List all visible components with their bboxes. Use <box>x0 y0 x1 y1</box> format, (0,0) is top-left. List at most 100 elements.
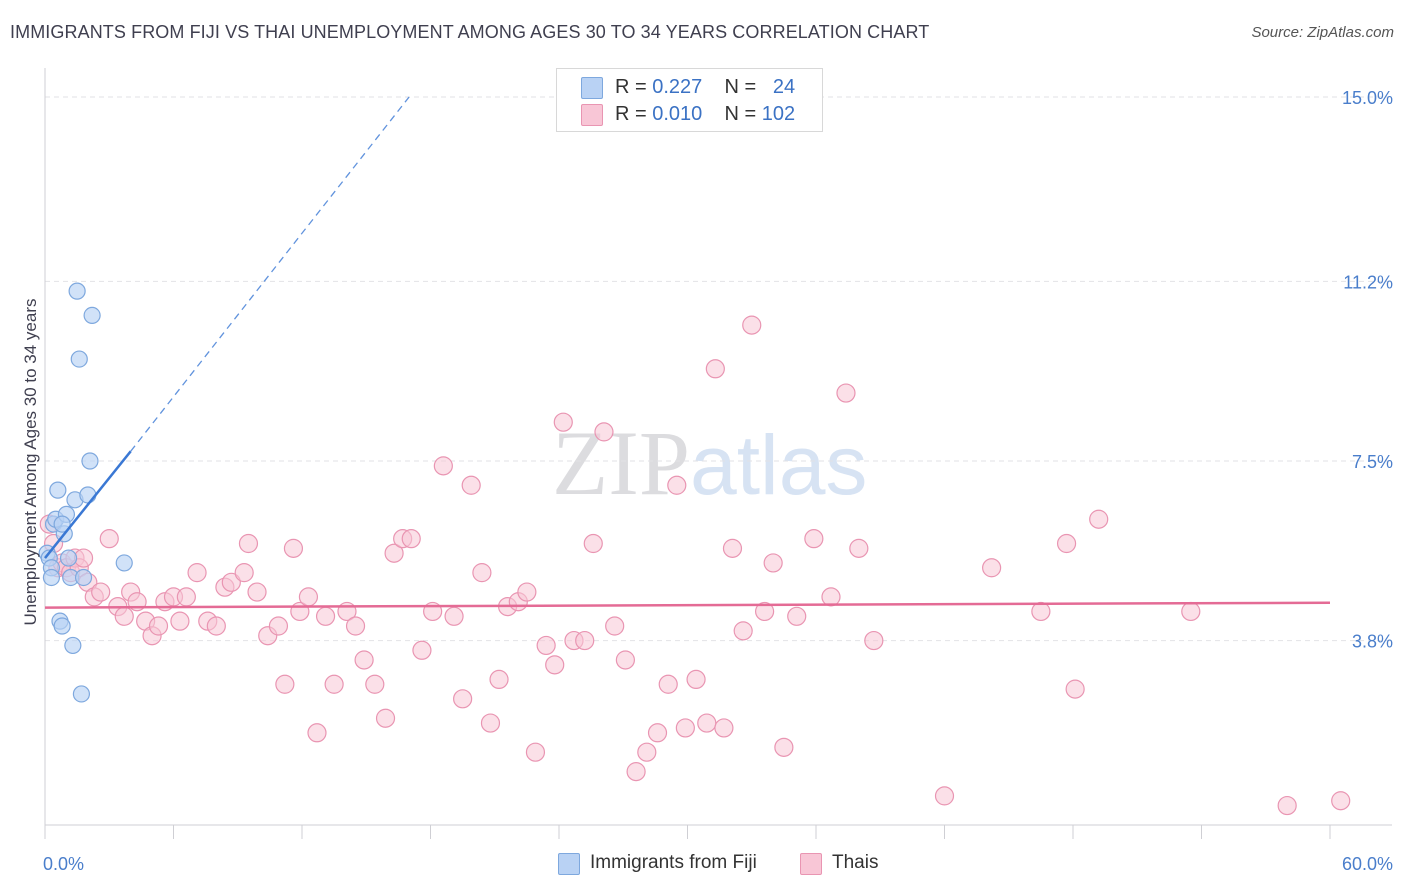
thai-stats: R = 0.010 N = 102 <box>615 103 795 126</box>
axes <box>44 68 1392 839</box>
thai-point <box>298 587 319 607</box>
fiji-point <box>83 306 101 324</box>
fiji-trend-line <box>44 450 132 559</box>
thai-point <box>472 563 492 583</box>
thai-n-value: 102 <box>761 103 796 125</box>
thai-point <box>489 669 509 690</box>
thai-point <box>384 543 404 563</box>
y-tick-label: 11.2% <box>1343 272 1393 292</box>
thai-point <box>637 742 657 762</box>
thai-point <box>864 630 884 651</box>
thai-point <box>307 723 327 743</box>
watermark: ZIPatlas <box>552 410 867 516</box>
thai-point <box>714 718 734 738</box>
bottom-fiji-label: Immigrants from Fiji <box>590 852 757 873</box>
thai-r-value: 0.010 <box>652 103 703 125</box>
thai-point <box>686 669 706 690</box>
thai-point <box>234 563 254 583</box>
thai-point <box>1181 601 1201 622</box>
thai-point <box>1331 791 1351 811</box>
trend-lines <box>44 96 1331 609</box>
thai-point <box>804 529 824 549</box>
thai-point <box>99 529 119 549</box>
thai-point <box>480 713 501 733</box>
fiji-point <box>115 554 133 572</box>
thai-point <box>605 616 625 636</box>
source-label: Source: ZipAtlas.com <box>1251 24 1394 41</box>
thai-swatch <box>581 104 603 126</box>
fiji-point <box>59 549 78 567</box>
thai-point <box>626 762 646 782</box>
fiji-point <box>42 568 61 587</box>
thai-point <box>283 538 304 558</box>
fiji-point <box>72 685 91 703</box>
tick-labels: 3.8% 7.5% 11.2% 15.0% 0.0% 60.0% Unemployment … <box>21 88 1393 874</box>
thai-point <box>268 616 289 636</box>
fiji-n-label: N = <box>724 76 757 98</box>
thai-point <box>375 708 396 728</box>
thai-point <box>453 689 473 709</box>
thai-point <box>536 635 556 656</box>
thai-point <box>787 606 807 626</box>
thai-point <box>1277 795 1297 816</box>
thai-point <box>763 553 783 573</box>
thai-point <box>433 456 453 476</box>
thai-point <box>517 582 537 602</box>
y-axis-label: Unemployment Among Ages 30 to 34 years <box>21 299 40 626</box>
thai-point <box>849 538 869 558</box>
thai-point <box>1056 533 1077 554</box>
y-tick-label: 3.8% <box>1352 632 1393 652</box>
thai-point <box>697 713 717 733</box>
fiji-point <box>53 617 71 635</box>
thai-point <box>444 606 464 626</box>
thai-r-label: R = <box>615 103 647 125</box>
thai-point <box>836 383 856 403</box>
thai-point <box>821 587 841 607</box>
fiji-point <box>79 486 97 504</box>
thai-point <box>461 475 481 495</box>
watermark-zip: ZIP <box>552 412 690 514</box>
thai-point <box>1089 509 1109 529</box>
thai-point <box>733 621 753 641</box>
thai-point <box>583 533 603 554</box>
fiji-r-label: R = <box>615 76 647 98</box>
y-tick-label: 15.0% <box>1342 88 1393 108</box>
fiji-point <box>74 568 93 587</box>
thai-point <box>615 650 635 670</box>
thai-point <box>658 674 678 694</box>
thai-point <box>401 529 421 549</box>
thai-points <box>39 315 1351 816</box>
thai-point <box>525 742 546 762</box>
thai-point <box>982 558 1002 578</box>
thai-point <box>412 640 432 660</box>
thai-point <box>170 611 190 631</box>
thai-trend-line <box>44 601 1331 609</box>
fiji-point <box>70 350 88 368</box>
thai-point <box>754 601 775 622</box>
thai-point <box>187 563 207 583</box>
thai-point <box>545 655 565 675</box>
fiji-points <box>38 282 133 703</box>
thai-point <box>647 723 668 743</box>
thai-point <box>365 674 385 694</box>
thai-point <box>206 616 226 636</box>
bottom-thai-swatch <box>800 853 822 875</box>
bottom-fiji-swatch <box>558 853 580 875</box>
thai-point <box>553 412 573 432</box>
thai-point <box>667 475 687 495</box>
thai-point <box>91 582 111 602</box>
thai-point <box>575 630 595 651</box>
thai-point <box>221 572 241 592</box>
thai-point <box>73 548 94 568</box>
x-tick-label-min: 0.0% <box>43 854 84 874</box>
thai-n-label: N = <box>724 103 757 125</box>
watermark-atlas: atlas <box>690 418 868 512</box>
thai-point <box>114 606 134 626</box>
thai-point <box>934 786 955 806</box>
fiji-point <box>68 282 86 300</box>
thai-point <box>324 674 344 694</box>
y-tick-label: 7.5% <box>1352 452 1393 472</box>
thai-point <box>345 616 366 636</box>
thai-point <box>705 359 725 379</box>
